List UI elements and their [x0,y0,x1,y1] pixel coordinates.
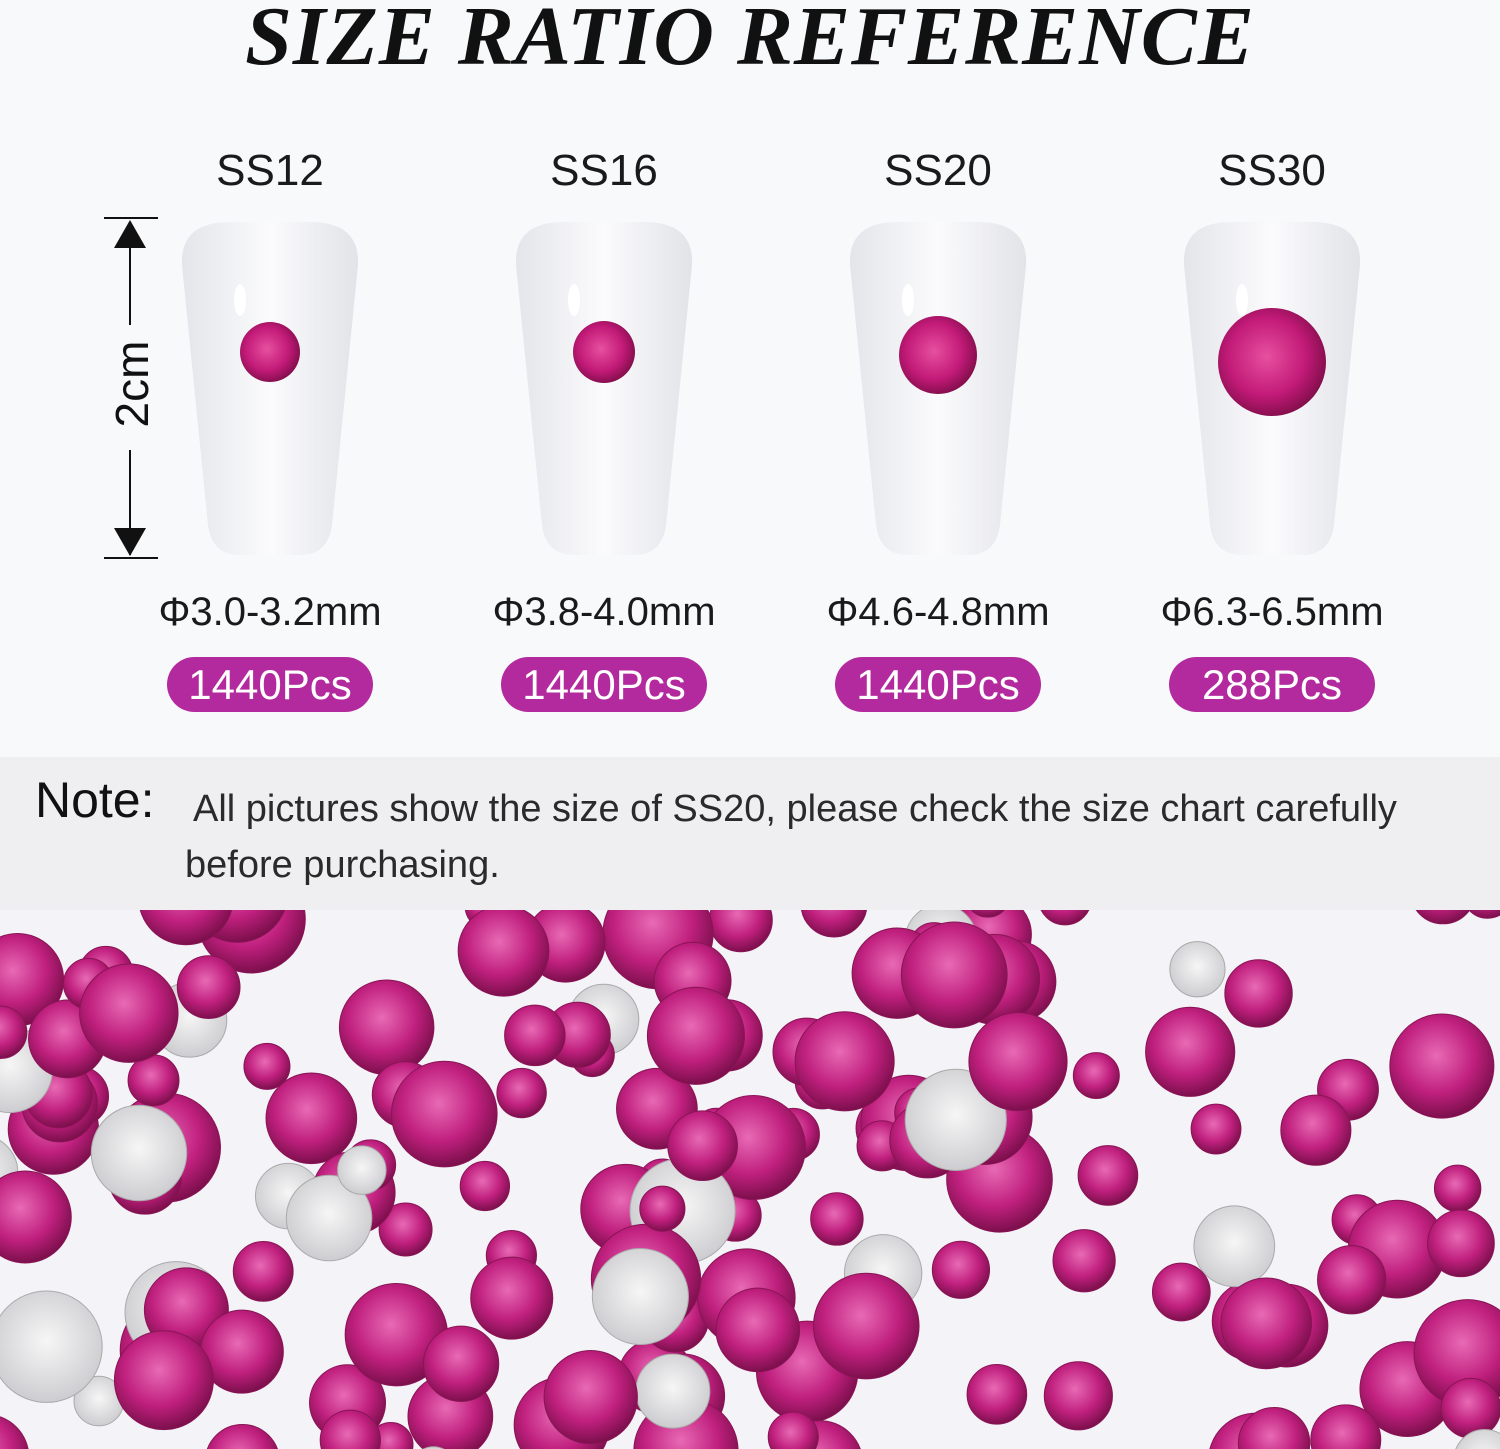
rhinestone [422,1446,445,1449]
rhinestone [899,316,977,394]
nail-tip [849,222,1027,555]
rhinestone [422,1325,500,1402]
rhinestone [127,1054,180,1107]
rhinestone [970,910,1005,918]
rhinestone [1043,1361,1113,1431]
rhinestone [243,1042,291,1090]
rhinestone [1151,1262,1211,1322]
nail-tip [181,222,359,555]
rhinestone [232,1240,294,1302]
size-label-ss16: SS16 [550,146,658,195]
rhinestone [1224,959,1293,1028]
rhinestone [1145,1006,1236,1097]
rhinestone [646,986,746,1085]
rhinestone [812,1272,920,1380]
count-badge-ss20: 1440Pcs [835,657,1041,712]
rhinestone [1468,910,1500,919]
rhinestone [0,1005,28,1059]
diameter-ss30: Φ6.3-6.5mm [1160,590,1384,634]
rhinestone [338,979,435,1076]
rhinestone [931,1240,991,1299]
rhinestone [639,1185,686,1232]
rhinestone [1072,1052,1120,1100]
rhinestone [1052,1229,1116,1293]
rhinestone [968,1011,1068,1112]
rhinestone [715,1287,801,1373]
rhinestone [285,1174,373,1262]
size-label-ss20: SS20 [884,146,992,195]
rhinestone [1190,1103,1242,1155]
rhinestone [708,910,773,953]
diameter-ss16: Φ3.8-4.0mm [492,590,716,634]
note-banner: Note: All pictures show the size of SS20… [0,757,1500,910]
ruler-arrow-icon [104,217,158,559]
note-text: All pictures show the size of SS20, plea… [185,788,1397,886]
note-label: Note: [35,772,155,828]
rhinestone [801,910,867,938]
count-badge-ss30: 288Pcs [1169,657,1375,712]
rhinestone [0,1416,29,1449]
rhinestone [79,963,179,1063]
rhinestone [113,1330,214,1431]
rhinestone [1193,1205,1276,1288]
rhinestone [591,1247,689,1346]
rhinestone [337,1145,387,1195]
rhinestone [1040,910,1090,926]
rhinestone [1077,1145,1139,1206]
rhinestone [1220,1277,1313,1370]
rhinestone [1440,1377,1500,1439]
rhinestone [240,322,300,382]
rhinestone [496,1067,547,1119]
rhinestone [1317,1245,1387,1315]
rhinestone [459,1160,511,1212]
rhinestone [810,1192,864,1246]
rhinestone [1427,1209,1495,1278]
rhinestone [139,910,233,946]
rhinestone [1310,1404,1382,1449]
rhinestone [1455,1429,1500,1449]
rhinestone [0,1290,103,1403]
count-badge-ss12: 1440Pcs [167,657,373,712]
rhinestone [794,1011,895,1112]
rhinestone [470,1256,554,1340]
page-title: SIZE RATIO REFERENCE [245,0,1255,83]
rhinestone [457,910,550,997]
rhinestone [900,921,1008,1029]
rhinestone [206,1424,278,1449]
rhinestone [1280,1094,1352,1166]
rhinestone [966,1364,1028,1425]
size-label-ss12: SS12 [216,146,324,195]
rhinestone [1237,1407,1311,1449]
nail-illustrations [104,217,1361,559]
nail-tip [515,222,693,555]
rhinestone [90,1104,188,1202]
rhinestone [390,1060,498,1168]
rhinestone [0,1170,72,1264]
ruler-label: 2cm [106,340,158,428]
rhinestone [767,1411,819,1449]
rhinestone [176,955,241,1019]
rhinestone [667,1110,738,1182]
nail-tip [1183,222,1361,555]
diameter-ss20: Φ4.6-4.8mm [826,590,1050,634]
rhinestone [504,1004,566,1067]
rhinestone [573,321,635,383]
rhinestone [1169,941,1226,998]
count-badge-ss16: 1440Pcs [501,657,707,712]
rhinestone [1389,1013,1495,1119]
rhinestones-photo [0,910,1500,1449]
rhinestone [319,1409,381,1449]
rhinestone [378,1202,433,1257]
rhinestone [543,1349,638,1445]
rhinestone [635,1353,711,1429]
rhinestone [1218,308,1326,416]
rhinestone [265,1072,358,1165]
rhinestone [1433,1164,1482,1213]
rhinestone [1415,910,1471,925]
size-label-ss30: SS30 [1218,146,1326,195]
diameter-ss12: Φ3.0-3.2mm [158,590,382,634]
